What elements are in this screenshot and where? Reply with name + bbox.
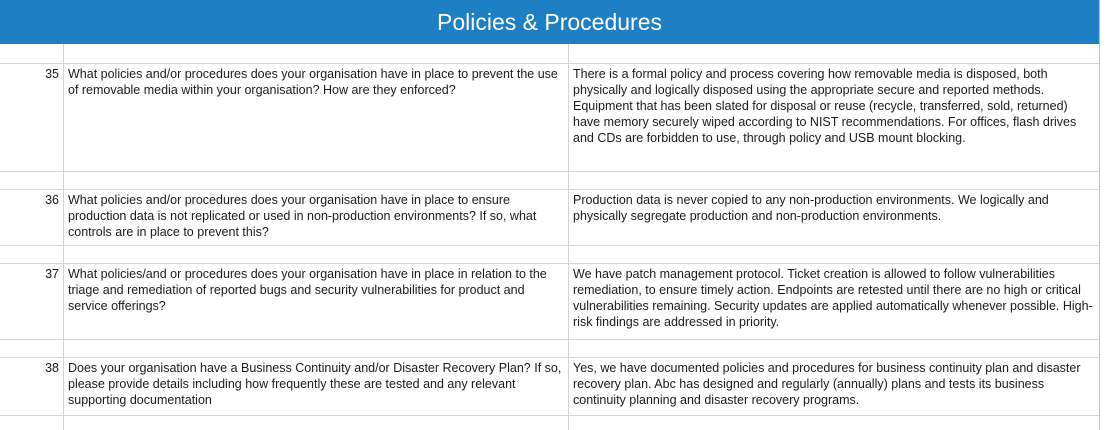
cell[interactable] — [0, 44, 64, 63]
cell[interactable] — [569, 44, 1099, 63]
answer-text: We have patch management protocol. Ticke… — [573, 267, 1093, 329]
cell[interactable] — [64, 44, 569, 63]
answer-cell[interactable]: Yes, we have documented policies and pro… — [569, 358, 1099, 415]
question-number-cell[interactable]: 38 — [0, 358, 64, 415]
empty-row[interactable] — [0, 44, 1099, 64]
cell[interactable] — [569, 340, 1099, 357]
answer-text: Yes, we have documented policies and pro… — [573, 361, 1081, 407]
column-border — [1099, 0, 1100, 430]
question-text: What policies and/or procedures does you… — [68, 193, 537, 239]
question-number: 35 — [45, 67, 59, 81]
answer-text: There is a formal policy and process cov… — [573, 67, 1077, 145]
cell[interactable] — [64, 340, 569, 357]
cell[interactable] — [569, 246, 1099, 263]
cell[interactable] — [64, 246, 569, 263]
answer-cell[interactable]: We have patch management protocol. Ticke… — [569, 264, 1099, 339]
section-title-cell[interactable]: Policies & Procedures — [0, 0, 1100, 44]
question-number: 37 — [45, 267, 59, 281]
empty-row[interactable] — [0, 416, 1099, 430]
question-cell[interactable]: What policies and/or procedures does you… — [64, 190, 569, 245]
table-row[interactable]: 35 What policies and/or procedures does … — [0, 64, 1099, 172]
answer-cell[interactable]: There is a formal policy and process cov… — [569, 64, 1099, 171]
cell[interactable] — [0, 416, 64, 430]
question-number: 36 — [45, 193, 59, 207]
question-text: Does your organisation have a Business C… — [68, 361, 562, 407]
empty-row[interactable] — [0, 340, 1099, 358]
cell[interactable] — [64, 172, 569, 189]
table-row[interactable]: 37 What policies/and or procedures does … — [0, 264, 1099, 340]
question-cell[interactable]: Does your organisation have a Business C… — [64, 358, 569, 415]
cell[interactable] — [0, 246, 64, 263]
question-cell[interactable]: What policies and/or procedures does you… — [64, 64, 569, 171]
table-row[interactable]: 38 Does your organisation have a Busines… — [0, 358, 1099, 416]
answer-text: Production data is never copied to any n… — [573, 193, 1049, 223]
empty-row[interactable] — [0, 172, 1099, 190]
cell[interactable] — [569, 416, 1099, 430]
question-cell[interactable]: What policies/and or procedures does you… — [64, 264, 569, 339]
section-title: Policies & Procedures — [437, 9, 662, 35]
cell[interactable] — [569, 172, 1099, 189]
question-number-cell[interactable]: 36 — [0, 190, 64, 245]
question-text: What policies/and or procedures does you… — [68, 267, 547, 313]
question-number-cell[interactable]: 35 — [0, 64, 64, 171]
question-text: What policies and/or procedures does you… — [68, 67, 558, 97]
cell[interactable] — [0, 340, 64, 357]
cell[interactable] — [0, 172, 64, 189]
empty-row[interactable] — [0, 246, 1099, 264]
question-number-cell[interactable]: 37 — [0, 264, 64, 339]
cell[interactable] — [64, 416, 569, 430]
table-row[interactable]: 36 What policies and/or procedures does … — [0, 190, 1099, 246]
answer-cell[interactable]: Production data is never copied to any n… — [569, 190, 1099, 245]
question-number: 38 — [45, 361, 59, 375]
